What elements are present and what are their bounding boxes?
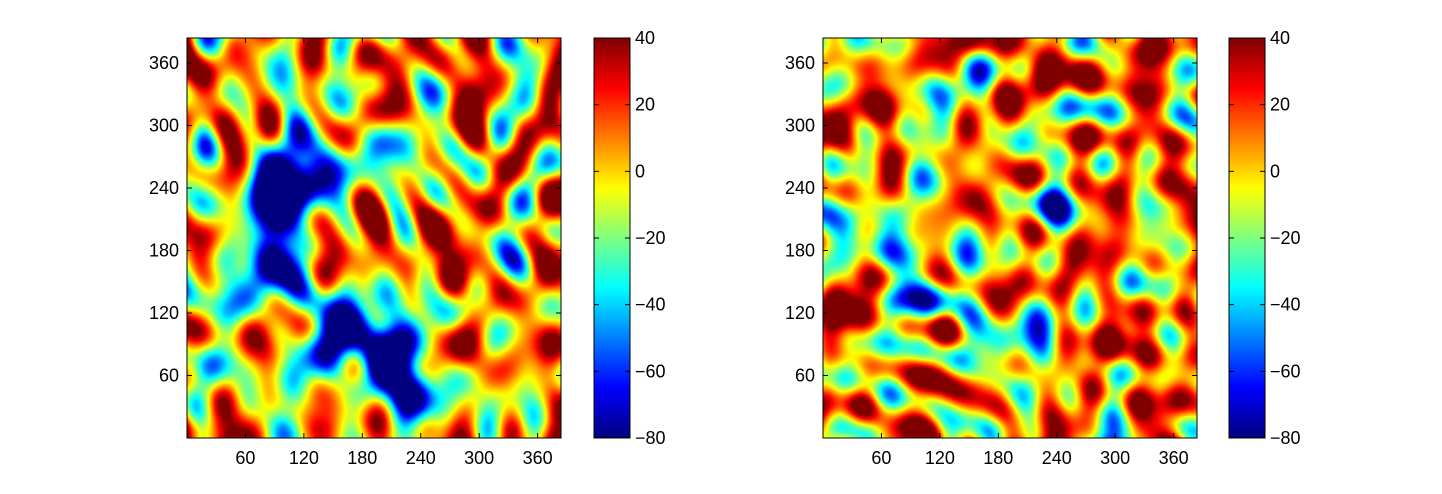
x-tick-label: 360 xyxy=(523,448,553,468)
colorbar-tick-label: 20 xyxy=(635,95,655,115)
colorbar-tick-label: 20 xyxy=(1270,95,1290,115)
left-heatmap-image xyxy=(187,38,561,438)
colorbar-tick-label: −40 xyxy=(635,295,666,315)
y-tick-label: 180 xyxy=(785,241,815,261)
left-heatmap-panel: 60 120 180 240 300 360 60 120 180 240 300 360 xyxy=(149,37,562,468)
x-tick-label: 240 xyxy=(1042,448,1072,468)
x-tick-label: 180 xyxy=(347,448,377,468)
y-tick-label: 60 xyxy=(159,366,179,386)
colorbar-tick-label: −40 xyxy=(1270,295,1301,315)
right-plot-frame xyxy=(822,37,1198,439)
colorbar-tick-label: 0 xyxy=(1270,161,1280,181)
x-tick-label: 120 xyxy=(925,448,955,468)
colorbar-tick-label: −20 xyxy=(635,228,666,248)
colorbar-tick-label: 0 xyxy=(635,161,645,181)
colorbar-tick-label: 40 xyxy=(635,28,655,48)
right-colorbar-gradient xyxy=(1229,38,1265,438)
y-tick-label: 300 xyxy=(785,116,815,136)
x-tick-label: 60 xyxy=(235,448,255,468)
colorbar-tick-label: 40 xyxy=(1270,28,1290,48)
y-tick-label: 360 xyxy=(149,53,179,73)
left-axis-ticks: 60 120 180 240 300 360 60 120 180 240 300 360 xyxy=(149,38,561,468)
x-tick-label: 300 xyxy=(464,448,494,468)
y-tick-label: 300 xyxy=(149,116,179,136)
x-tick-label: 180 xyxy=(983,448,1013,468)
colorbar-tick-label: −20 xyxy=(1270,228,1301,248)
colorbar-tick-label: −80 xyxy=(1270,428,1301,448)
y-tick-label: 180 xyxy=(149,241,179,261)
colorbar-tick-label: −80 xyxy=(635,428,666,448)
right-heatmap-panel: 60 120 180 240 300 360 60 120 180 240 300 360 xyxy=(785,37,1198,468)
x-tick-label: 360 xyxy=(1159,448,1189,468)
right-heatmap-image xyxy=(823,38,1197,438)
x-tick-label: 60 xyxy=(871,448,891,468)
right-axis-ticks: 60 120 180 240 300 360 60 120 180 240 300 360 xyxy=(785,38,1197,468)
y-tick-label: 120 xyxy=(785,303,815,323)
y-tick-label: 360 xyxy=(785,53,815,73)
colorbar-tick-label: −60 xyxy=(635,361,666,381)
left-colorbar-ticks: 40 20 0 −20 −40 −60 −80 xyxy=(594,28,666,448)
y-tick-label: 240 xyxy=(149,178,179,198)
right-colorbar-ticks: 40 20 0 −20 −40 −60 −80 xyxy=(1229,28,1301,448)
x-tick-label: 300 xyxy=(1100,448,1130,468)
x-tick-label: 240 xyxy=(406,448,436,468)
y-tick-label: 240 xyxy=(785,178,815,198)
right-colorbar: 40 20 0 −20 −40 −60 −80 xyxy=(1228,28,1301,448)
left-colorbar-gradient xyxy=(594,38,630,438)
colorbar-tick-label: −60 xyxy=(1270,361,1301,381)
y-tick-label: 120 xyxy=(149,303,179,323)
y-tick-label: 60 xyxy=(795,366,815,386)
x-tick-label: 120 xyxy=(289,448,319,468)
left-colorbar: 40 20 0 −20 −40 −60 −80 xyxy=(593,28,666,448)
left-plot-frame xyxy=(186,37,562,439)
